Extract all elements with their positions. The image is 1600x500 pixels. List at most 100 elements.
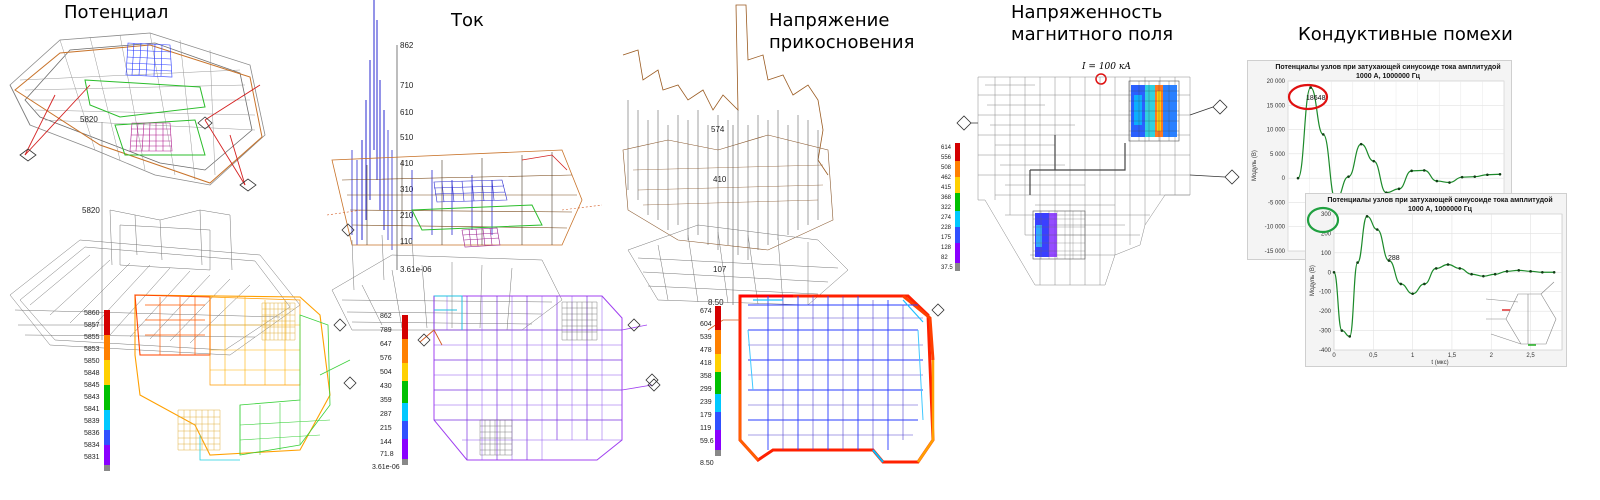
conductive-chart-2-svg: Потенциалы узлов при затухающей синусоид… xyxy=(1310,196,1563,366)
svg-text:3.61e-06: 3.61e-06 xyxy=(400,265,432,274)
touch-voltage-spikes xyxy=(622,4,834,260)
svg-text:647: 647 xyxy=(380,341,392,348)
svg-text:574: 574 xyxy=(711,125,725,134)
chart2-point xyxy=(1332,270,1336,274)
svg-text:287: 287 xyxy=(380,411,392,418)
svg-text:37.5: 37.5 xyxy=(941,265,953,271)
chart2-point xyxy=(1411,292,1414,295)
chart1-point xyxy=(1359,142,1363,146)
svg-text:504: 504 xyxy=(380,369,392,376)
chart2-x-tick: 2 xyxy=(1490,353,1494,359)
svg-text:5841: 5841 xyxy=(84,406,100,413)
svg-text:5857: 5857 xyxy=(84,322,100,329)
svg-text:228: 228 xyxy=(941,225,952,231)
chart2-point xyxy=(1458,267,1462,270)
svg-text:144: 144 xyxy=(380,439,392,446)
potential-red-links xyxy=(24,84,261,186)
svg-text:359: 359 xyxy=(380,397,392,404)
chart2-point xyxy=(1387,259,1391,262)
potential-color-scale xyxy=(104,310,110,471)
current-markers xyxy=(341,223,661,392)
svg-text:82: 82 xyxy=(941,255,948,261)
svg-text:5834: 5834 xyxy=(84,442,100,449)
chart1-title-line1: Потенциалы узлов при затухающей синусоид… xyxy=(1275,63,1500,71)
chart1-point xyxy=(1473,175,1477,178)
svg-text:71.8: 71.8 xyxy=(380,451,394,458)
svg-text:8.50: 8.50 xyxy=(700,460,714,467)
svg-text:410: 410 xyxy=(713,175,727,184)
potential-markers xyxy=(19,116,257,192)
svg-text:179: 179 xyxy=(700,412,712,419)
chart1-point xyxy=(1309,86,1312,89)
chart1-y-tick: 10 000 xyxy=(1267,128,1286,134)
current-panel: 862 710 610 510 410 310 210 110 3.61e-06 xyxy=(326,0,661,471)
svg-text:59.6: 59.6 xyxy=(700,438,714,445)
svg-text:310: 310 xyxy=(400,185,414,194)
svg-text:5843: 5843 xyxy=(84,394,100,401)
chart1-y-tick: 5 000 xyxy=(1270,152,1286,158)
potential-building-wireframe xyxy=(9,209,301,356)
svg-text:5848: 5848 xyxy=(84,370,100,377)
current-building-wireframe xyxy=(331,234,563,331)
chart1-y-tick: -15 000 xyxy=(1265,249,1286,255)
chart2-xlabel: t (мкс) xyxy=(1431,360,1448,366)
chart2-y-tick: 100 xyxy=(1321,251,1332,257)
chart1-point xyxy=(1498,172,1502,176)
chart2-x-tick: 1,5 xyxy=(1448,353,1457,359)
conductive-chart-2: Потенциалы узлов при затухающей синусоид… xyxy=(1305,193,1567,367)
touch-axis-ticks: 574 410 107 8.50 xyxy=(708,125,727,307)
svg-text:274: 274 xyxy=(941,215,952,221)
svg-text:175: 175 xyxy=(941,235,952,241)
chart2-point xyxy=(1356,261,1359,264)
chart1-point xyxy=(1347,175,1350,178)
chart2-point xyxy=(1340,329,1344,332)
svg-text:8.50: 8.50 xyxy=(708,298,724,307)
potential-color-plan xyxy=(134,294,351,461)
svg-text:430: 430 xyxy=(380,383,392,390)
chart1-peak-label: 18648 xyxy=(1306,95,1326,102)
chart2-title-line1: Потенциалы узлов при затухающей синусоид… xyxy=(1327,196,1552,204)
chart1-ylabel: Модуль (В) xyxy=(1252,150,1258,181)
chart2-point xyxy=(1423,282,1426,286)
chart1-point xyxy=(1422,169,1426,172)
chart2-x-tick: 0 xyxy=(1332,353,1336,359)
chart1-y-tick-labels: 20 000 15 000 10 000 5 000 0 -5 000 -10 000 -15… xyxy=(1265,79,1286,255)
chart2-ylabel: Модуль (В) xyxy=(1310,265,1316,296)
svg-text:107: 107 xyxy=(713,265,727,274)
magnetic-conductor-path xyxy=(1029,135,1126,195)
potential-plan-markers xyxy=(333,318,357,390)
svg-text:5839: 5839 xyxy=(84,418,100,425)
svg-text:3.61e-06: 3.61e-06 xyxy=(372,464,400,471)
chart2-y-tick: -200 xyxy=(1319,309,1332,315)
chart1-point xyxy=(1410,169,1413,173)
svg-text:510: 510 xyxy=(400,133,414,142)
magnetic-hot-zone-1 xyxy=(1128,80,1180,142)
touch-voltage-panel: 574 410 107 8.50 674 604 539 478 xyxy=(622,4,945,467)
chart2-point xyxy=(1493,272,1497,276)
chart1-y-tick: 20 000 xyxy=(1267,79,1286,85)
title-current: Ток xyxy=(451,10,484,31)
current-spikes xyxy=(326,0,603,250)
chart2-point xyxy=(1482,274,1485,278)
chart2-y-tick: 300 xyxy=(1321,212,1332,218)
touch-scale-labels: 674 604 539 478 418 358 299 239 179 119 … xyxy=(700,308,714,467)
svg-text:322: 322 xyxy=(941,205,952,211)
chart2-y-tick: -400 xyxy=(1319,348,1332,354)
svg-text:239: 239 xyxy=(700,399,712,406)
touch-building-wireframe xyxy=(627,224,849,306)
svg-text:5845: 5845 xyxy=(84,382,100,389)
chart1-y-tick: -10 000 xyxy=(1265,225,1286,231)
svg-text:215: 215 xyxy=(380,425,392,432)
chart2-y-tick: -300 xyxy=(1319,329,1332,335)
svg-text:614: 614 xyxy=(941,145,952,151)
magnetic-scale-labels: 614 556 508 462 415 368 322 274 228 175 … xyxy=(941,145,953,271)
chart2-point xyxy=(1399,282,1403,286)
chart2-point xyxy=(1552,270,1556,274)
touch-color-plan xyxy=(707,294,935,464)
magnetic-hot-zone-2 xyxy=(1032,210,1086,260)
svg-text:674: 674 xyxy=(700,308,712,315)
svg-text:210: 210 xyxy=(400,211,414,220)
magnetic-panel: I = 100 кА 614 556 xyxy=(941,62,1240,286)
svg-text:556: 556 xyxy=(941,155,952,161)
chart2-point xyxy=(1541,270,1544,274)
